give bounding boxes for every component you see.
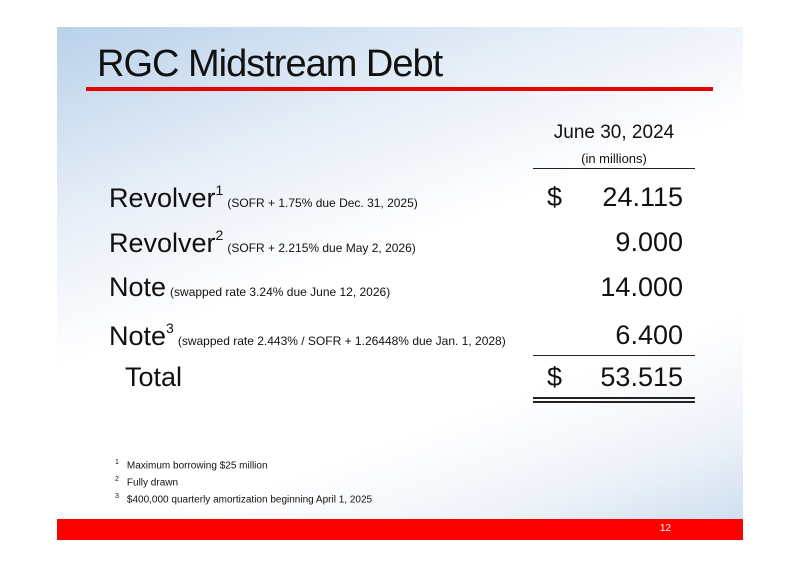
debt-row: Revolver2(SOFR + 2.215% due May 2, 2026)	[109, 227, 416, 259]
footnote: 2 Fully drawn	[115, 476, 179, 489]
row-amount: 24.115	[602, 182, 683, 212]
slide-title: RGC Midstream Debt	[97, 43, 443, 85]
footnote-mark: 2	[215, 227, 224, 243]
subtotal-rule	[533, 355, 695, 356]
total-double-rule	[533, 401, 695, 403]
title-underline	[86, 87, 713, 91]
footnote: 3 $400,000 quarterly amortization beginni…	[115, 493, 373, 506]
row-amount: 14.000	[600, 272, 683, 302]
row-note: (SOFR + 2.215% due May 2, 2026)	[227, 241, 416, 255]
footer-bar: 12	[57, 519, 743, 540]
row-note: (swapped rate 2.443% / SOFR + 1.26448% d…	[177, 334, 506, 348]
footnote-mark: 3	[166, 320, 174, 336]
total-double-rule	[533, 397, 695, 399]
debt-row: Note (swapped rate 3.24% due June 12, 202…	[109, 272, 390, 303]
row-label: Note	[109, 321, 167, 351]
footnote-mark: 1	[215, 182, 224, 198]
row-amount: 6.400	[615, 320, 683, 350]
total-label: Total	[125, 362, 183, 392]
row-note: (SOFR + 1.75% due Dec. 31, 2025)	[227, 196, 418, 210]
currency-symbol: $	[547, 182, 563, 212]
row-label: Revolver	[109, 183, 216, 213]
column-header-date: June 30, 2024	[553, 122, 675, 143]
row-label: Revolver	[109, 228, 216, 258]
row-label: Note	[109, 272, 167, 302]
column-header-units: (in millions)	[581, 151, 647, 166]
total-currency-symbol: $	[547, 362, 563, 392]
debt-row: Note3(swapped rate 2.443% / SOFR + 1.264…	[109, 320, 506, 352]
debt-row: Revolver1(SOFR + 1.75% due Dec. 31, 2025…	[109, 182, 418, 214]
row-note: (swapped rate 3.24% due June 12, 2026)	[170, 285, 391, 299]
page-number: 12	[659, 523, 671, 534]
header-rule	[533, 168, 695, 169]
footnote: 1 Maximum borrowing $25 million	[115, 459, 268, 472]
total-amount: 53.515	[600, 362, 683, 392]
row-amount: 9.000	[615, 227, 683, 257]
slide: RGC Midstream Debt June 30, 2024 (in mil…	[57, 27, 743, 540]
